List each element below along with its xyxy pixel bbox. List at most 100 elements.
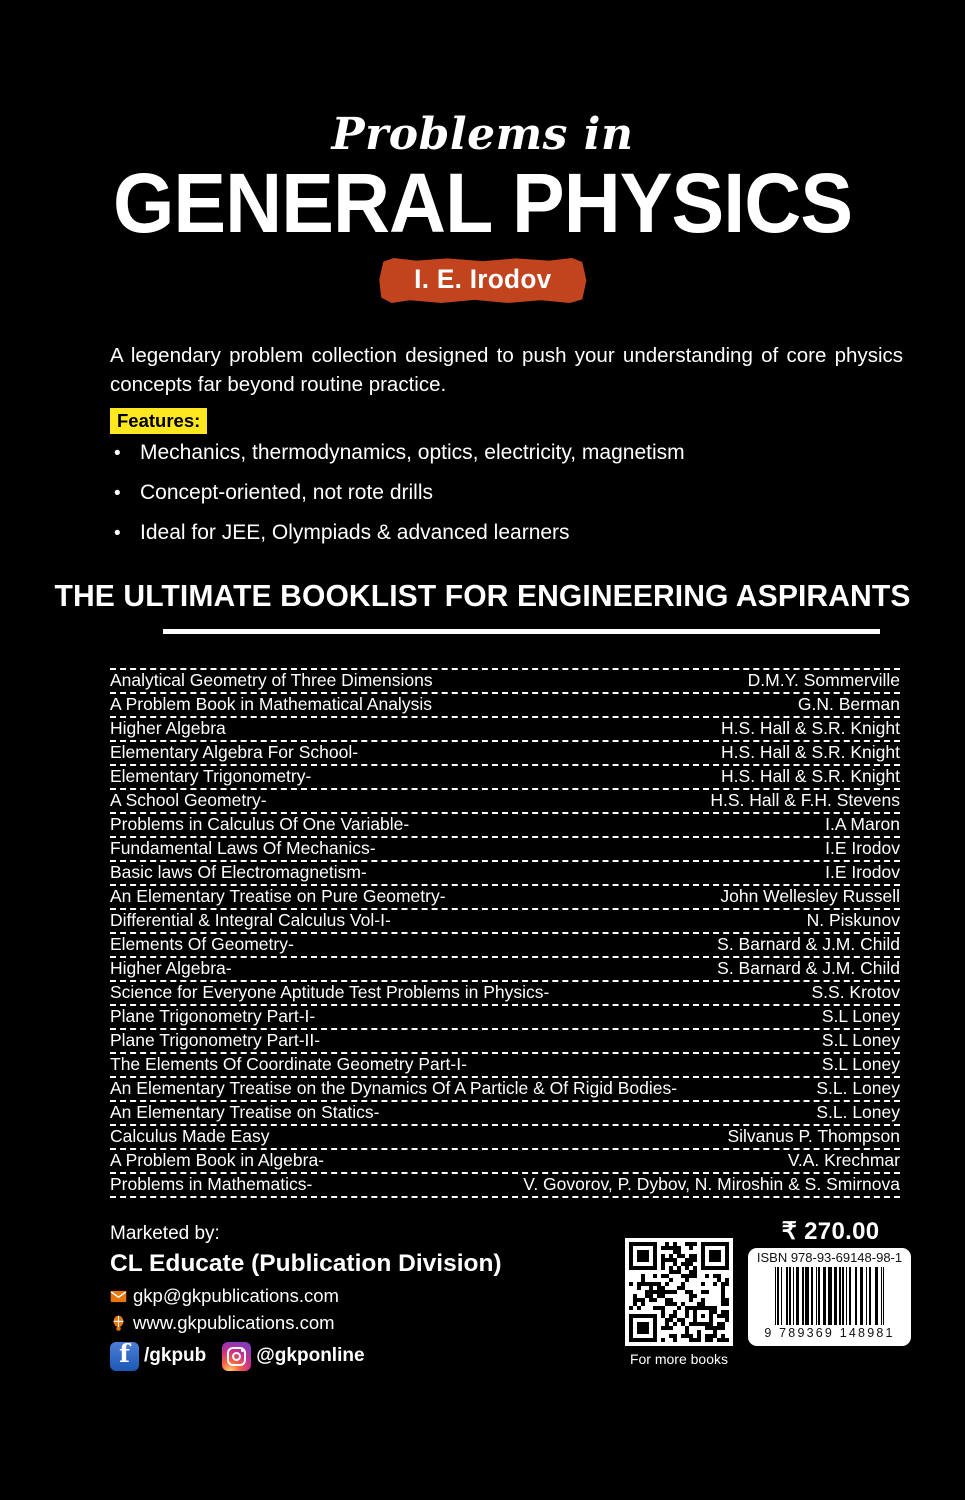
booklist-table: Analytical Geometry of Three Dimensions D… xyxy=(110,668,900,1198)
table-row: Basic laws Of Electromagnetism- I.E Irodo… xyxy=(110,862,900,886)
book-description: A legendary problem collection designed … xyxy=(110,344,903,397)
email-line: gkp@gkpublications.com xyxy=(110,1284,580,1307)
qr-caption: For more books xyxy=(629,1351,729,1367)
book-title: Plane Trigonometry Part-II- xyxy=(110,1030,321,1050)
book-author: S.L Loney xyxy=(821,1054,900,1074)
table-row: Problems in Calculus Of One Variable- I.A… xyxy=(110,814,900,838)
table-row: Differential & Integral Calculus Vol-I- N… xyxy=(110,910,900,934)
feature-text: Mechanics, thermodynamics, optics, elect… xyxy=(140,441,685,464)
book-title: An Elementary Treatise on Pure Geometry- xyxy=(110,886,446,906)
facebook-handle[interactable]: /gkpub xyxy=(144,1345,207,1367)
qr-block: For more books xyxy=(625,1238,733,1367)
title-script-line: Problems in xyxy=(331,109,634,160)
features-list: • Mechanics, thermodynamics, optics, ele… xyxy=(110,440,910,559)
author-badge: I. E. Irodov xyxy=(378,257,587,303)
book-author: H.S. Hall & F.H. Stevens xyxy=(710,790,900,810)
title-block: Problems in GENERAL PHYSICS I. E. Irodov xyxy=(0,109,965,303)
table-row: Plane Trigonometry Part-II- S.L Loney xyxy=(110,1030,900,1054)
book-author: S.L Loney xyxy=(821,1006,900,1026)
website-line: www.gkpublications.com xyxy=(110,1311,580,1334)
book-author: V. Govorov, P. Dybov, N. Miroshin & S. S… xyxy=(523,1174,900,1194)
book-title: Elementary Trigonometry- xyxy=(110,766,312,786)
table-row: Higher Algebra H.S. Hall & S.R. Knight xyxy=(110,718,900,742)
book-title: Differential & Integral Calculus Vol-I- xyxy=(110,910,391,930)
book-title: Calculus Made Easy xyxy=(110,1126,270,1146)
table-row: Higher Algebra- S. Barnard & J.M. Child xyxy=(110,958,900,982)
list-item: • Ideal for JEE, Olympiads & advanced le… xyxy=(110,520,910,546)
book-author: N. Piskunov xyxy=(806,910,900,930)
book-title: Higher Algebra xyxy=(110,718,226,738)
features-label: Features: xyxy=(110,408,208,435)
book-title: Problems in Calculus Of One Variable- xyxy=(110,814,410,834)
book-author: D.M.Y. Sommerville xyxy=(747,670,900,690)
book-title: Fundamental Laws Of Mechanics- xyxy=(110,838,376,858)
book-author: S.S. Krotov xyxy=(811,982,900,1002)
booklist-divider xyxy=(163,629,880,634)
social-row: /gkpub @gkponline xyxy=(110,1341,580,1371)
email-text[interactable]: gkp@gkpublications.com xyxy=(133,1284,339,1306)
book-title: Elementary Algebra For School- xyxy=(110,742,359,762)
table-row: An Elementary Treatise on Pure Geometry-… xyxy=(110,886,900,910)
book-author: Silvanus P. Thompson xyxy=(727,1126,900,1146)
book-author: I.E Irodov xyxy=(825,862,900,882)
price-label: ₹ 270.00 xyxy=(781,1218,880,1245)
list-item: • Concept-oriented, not rote drills xyxy=(110,480,910,506)
book-title: A Problem Book in Mathematical Analysis xyxy=(110,694,432,714)
table-row: A Problem Book in Mathematical Analysis G… xyxy=(110,694,900,718)
book-author: S.L. Loney xyxy=(816,1078,900,1098)
marketed-by-label: Marketed by: xyxy=(110,1223,220,1244)
table-row: A School Geometry- H.S. Hall & F.H. Steve… xyxy=(110,790,900,814)
table-row: Plane Trigonometry Part-I- S.L Loney xyxy=(110,1006,900,1030)
book-author: I.E Irodov xyxy=(825,838,900,858)
book-title: A School Geometry- xyxy=(110,790,267,810)
table-row: Calculus Made Easy Silvanus P. Thompson xyxy=(110,1126,900,1150)
book-title: Higher Algebra- xyxy=(110,958,232,978)
list-item: • Mechanics, thermodynamics, optics, ele… xyxy=(110,440,910,466)
table-row: A Problem Book in Algebra- V.A. Krechmar xyxy=(110,1150,900,1174)
page-title: GENERAL PHYSICS xyxy=(112,156,853,251)
isbn-text: ISBN 978-93-69148-98-1 xyxy=(756,1250,903,1265)
feature-text: Concept-oriented, not rote drills xyxy=(140,480,433,504)
book-author: V.A. Krechmar xyxy=(787,1150,900,1170)
facebook-icon[interactable] xyxy=(110,1341,139,1371)
barcode-bars xyxy=(754,1266,905,1325)
table-row: The Elements Of Coordinate Geometry Part… xyxy=(110,1054,900,1078)
barcode-digits: 9 789369 148981 xyxy=(764,1325,895,1340)
table-row: Problems in Mathematics- V. Govorov, P. D… xyxy=(110,1174,900,1198)
globe-icon xyxy=(110,1314,127,1331)
book-title: Problems in Mathematics- xyxy=(110,1174,313,1194)
table-row: Science for Everyone Aptitude Test Probl… xyxy=(110,982,900,1006)
book-author: S. Barnard & J.M. Child xyxy=(717,958,900,978)
book-title: An Elementary Treatise on Statics- xyxy=(110,1102,380,1122)
book-title: Elements Of Geometry- xyxy=(110,934,294,954)
feature-text: Ideal for JEE, Olympiads & advanced lear… xyxy=(140,520,570,544)
instagram-icon[interactable] xyxy=(222,1341,252,1371)
book-author: H.S. Hall & S.R. Knight xyxy=(721,766,900,786)
instagram-handle[interactable]: @gkponline xyxy=(256,1345,365,1367)
book-author: S.L Loney xyxy=(821,1030,900,1050)
envelope-icon xyxy=(110,1287,127,1304)
table-row: An Elementary Treatise on Statics- S.L. L… xyxy=(110,1102,900,1126)
qr-code[interactable] xyxy=(625,1238,733,1346)
bullet-icon: • xyxy=(114,522,121,544)
book-title: Basic laws Of Electromagnetism- xyxy=(110,862,367,882)
book-title: Analytical Geometry of Three Dimensions xyxy=(110,670,433,690)
publisher-name: CL Educate (Publication Division) xyxy=(110,1249,502,1277)
book-author: S. Barnard & J.M. Child xyxy=(717,934,900,954)
publisher-block: Marketed by: CL Educate (Publication Div… xyxy=(110,1222,580,1371)
book-author: S.L. Loney xyxy=(816,1102,900,1122)
table-row: Elementary Algebra For School- H.S. Hall … xyxy=(110,742,900,766)
book-title: The Elements Of Coordinate Geometry Part… xyxy=(110,1054,467,1074)
table-row: Elementary Trigonometry- H.S. Hall & S.R.… xyxy=(110,766,900,790)
book-author: I.A Maron xyxy=(825,814,900,834)
booklist-heading: THE ULTIMATE BOOKLIST FOR ENGINEERING AS… xyxy=(54,578,911,613)
table-row: Fundamental Laws Of Mechanics- I.E Irodov xyxy=(110,838,900,862)
website-text[interactable]: www.gkpublications.com xyxy=(133,1311,335,1333)
book-title: An Elementary Treatise on the Dynamics O… xyxy=(110,1078,678,1098)
book-title: Plane Trigonometry Part-I- xyxy=(110,1006,316,1026)
book-author: John Wellesley Russell xyxy=(720,886,900,906)
book-author: G.N. Berman xyxy=(797,694,900,714)
bullet-icon: • xyxy=(114,443,121,464)
book-author: H.S. Hall & S.R. Knight xyxy=(721,718,900,738)
